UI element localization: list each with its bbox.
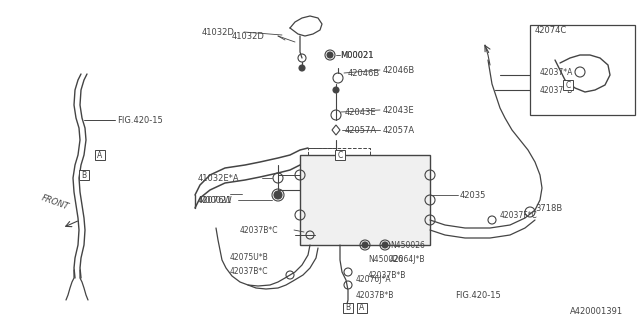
- Circle shape: [327, 52, 333, 58]
- Text: 42046B: 42046B: [383, 66, 415, 75]
- Text: 42057A: 42057A: [345, 125, 377, 134]
- Text: 42037F*C: 42037F*C: [500, 211, 538, 220]
- Text: FRONT: FRONT: [40, 194, 70, 212]
- Bar: [95, 150, 105, 160]
- Text: 42043E: 42043E: [345, 108, 376, 116]
- Bar: [357, 303, 367, 313]
- Text: 42037B*B: 42037B*B: [368, 270, 406, 279]
- Text: B: B: [81, 171, 86, 180]
- Text: C: C: [337, 150, 342, 159]
- Text: FIG.420-15: FIG.420-15: [117, 116, 163, 124]
- Text: 42046B: 42046B: [348, 68, 380, 77]
- Text: B: B: [346, 303, 351, 313]
- Text: 42074C: 42074C: [535, 26, 567, 35]
- Text: 42057A: 42057A: [383, 125, 415, 134]
- Bar: [563, 80, 573, 90]
- Text: 41032D: 41032D: [202, 28, 235, 36]
- Text: A: A: [360, 303, 365, 313]
- Bar: [343, 303, 353, 313]
- Text: A420001391: A420001391: [570, 308, 623, 316]
- Text: 3718B: 3718B: [535, 204, 563, 212]
- Text: FIG.420-15: FIG.420-15: [455, 291, 500, 300]
- Text: 42037*B: 42037*B: [540, 85, 573, 94]
- Text: 42037B*C: 42037B*C: [240, 226, 278, 235]
- Circle shape: [362, 242, 368, 248]
- Text: M00021: M00021: [198, 196, 232, 204]
- Text: 42037B*B: 42037B*B: [356, 291, 394, 300]
- Text: 42064J*B: 42064J*B: [390, 255, 426, 265]
- Text: 41032D: 41032D: [232, 31, 265, 41]
- Text: 42035: 42035: [460, 190, 486, 199]
- Circle shape: [333, 87, 339, 93]
- Text: C: C: [565, 81, 571, 90]
- Bar: [335, 150, 345, 160]
- Text: 42076W: 42076W: [198, 196, 233, 204]
- Circle shape: [274, 191, 282, 199]
- Circle shape: [299, 65, 305, 71]
- Text: 42075U*B: 42075U*B: [230, 253, 269, 262]
- Text: 42037B*C: 42037B*C: [230, 268, 269, 276]
- Text: 42037*A: 42037*A: [540, 68, 573, 76]
- Text: M00021: M00021: [340, 51, 374, 60]
- Text: M00021: M00021: [340, 51, 374, 60]
- Bar: [530, 25, 635, 115]
- Circle shape: [382, 242, 388, 248]
- Text: 41032E*A: 41032E*A: [198, 173, 239, 182]
- Bar: [79, 170, 89, 180]
- Text: 42043E: 42043E: [383, 106, 415, 115]
- Bar: [300, 155, 430, 245]
- Text: N450026: N450026: [390, 241, 425, 250]
- Polygon shape: [332, 125, 340, 135]
- Text: N450026: N450026: [368, 255, 403, 265]
- Text: A: A: [97, 150, 102, 159]
- Text: 42076J*A: 42076J*A: [356, 276, 392, 284]
